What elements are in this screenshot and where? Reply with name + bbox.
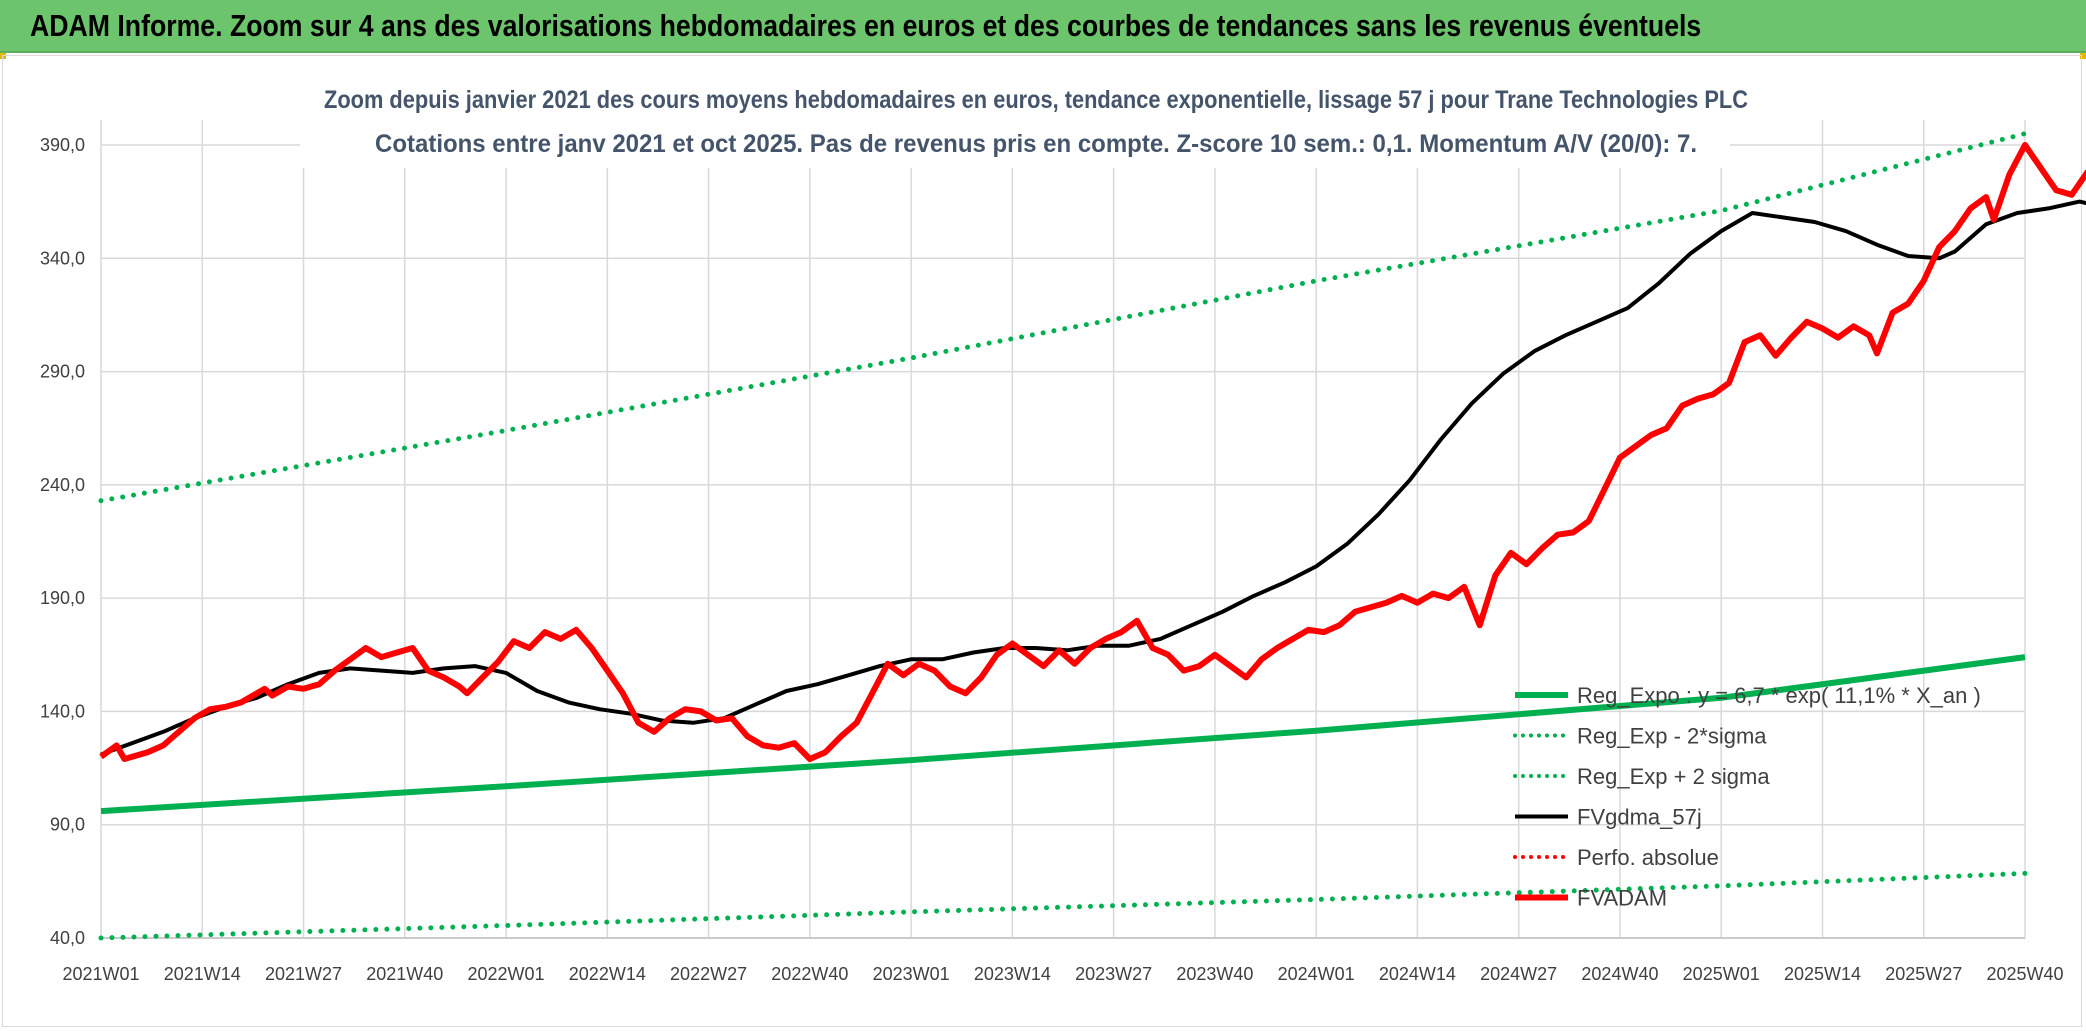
fvgdma-57j-line bbox=[100, 199, 2086, 757]
legend-item-perfo: Perfo. absolue bbox=[1513, 845, 1719, 870]
legend-item-reg-expo: Reg_Expo : y = 6,7 * exp( 11,1% * X_an ) bbox=[1515, 683, 1981, 708]
reg-exp-plus-2sigma-line bbox=[98, 131, 2028, 504]
x-tick-label: 2022W27 bbox=[670, 964, 747, 984]
reg-expo-line bbox=[100, 654, 2026, 815]
legend-item-reg-exp-minus: Reg_Exp - 2*sigma bbox=[1513, 724, 1767, 749]
x-tick-label: 2024W40 bbox=[1581, 964, 1658, 984]
report-banner: ADAM Informe. Zoom sur 4 ans des valoris… bbox=[0, 0, 2086, 53]
y-tick-label: 90,0 bbox=[50, 815, 85, 835]
chart-subtitle: Cotations entre janv 2021 et oct 2025. P… bbox=[375, 130, 1697, 158]
legend-label: Perfo. absolue bbox=[1577, 845, 1719, 870]
chart-frame bbox=[2, 55, 2082, 1027]
y-tick-label: 290,0 bbox=[40, 362, 85, 382]
fvadam-line bbox=[99, 142, 2086, 762]
x-tick-label: 2021W27 bbox=[265, 964, 342, 984]
x-tick-label: 2021W14 bbox=[164, 964, 241, 984]
x-tick-label: 2023W40 bbox=[1176, 964, 1253, 984]
legend-item-fvgdma: FVgdma_57j bbox=[1515, 805, 1702, 830]
x-tick-label: 2024W14 bbox=[1379, 964, 1456, 984]
corner-mark-right bbox=[2080, 53, 2086, 59]
x-tick-label: 2021W01 bbox=[62, 964, 139, 984]
legend-label: Reg_Expo : y = 6,7 * exp( 11,1% * X_an ) bbox=[1577, 683, 1981, 708]
x-tick-label: 2024W27 bbox=[1480, 964, 1557, 984]
x-tick-label: 2022W40 bbox=[771, 964, 848, 984]
legend: Reg_Expo : y = 6,7 * exp( 11,1% * X_an )… bbox=[1513, 683, 1981, 911]
x-tick-label: 2023W27 bbox=[1075, 964, 1152, 984]
chart-title: Zoom depuis janvier 2021 des cours moyen… bbox=[324, 86, 1748, 114]
x-tick-label: 2024W01 bbox=[1278, 964, 1355, 984]
series-group bbox=[98, 131, 2086, 941]
x-tick-label: 2021W40 bbox=[366, 964, 443, 984]
x-tick-label: 2025W14 bbox=[1784, 964, 1861, 984]
x-tick-label: 2022W14 bbox=[569, 964, 646, 984]
y-tick-label: 340,0 bbox=[40, 248, 85, 268]
x-tick-label: 2022W01 bbox=[468, 964, 545, 984]
y-tick-label: 140,0 bbox=[40, 701, 85, 721]
reg-exp-minus-2sigma-line bbox=[98, 870, 2028, 941]
x-tick-label: 2023W14 bbox=[974, 964, 1051, 984]
grid bbox=[100, 120, 2026, 939]
x-tick-label: 2025W40 bbox=[1986, 964, 2063, 984]
legend-item-reg-exp-plus: Reg_Exp + 2 sigma bbox=[1513, 764, 1770, 789]
x-axis: 2021W01 2021W14 2021W27 2021W40 2022W01 2022W… bbox=[62, 964, 2063, 984]
x-tick-label: 2023W01 bbox=[873, 964, 950, 984]
y-tick-label: 240,0 bbox=[40, 475, 85, 495]
y-axis: 40,0 90,0 140,0 190,0 240,0 290,0 340,0 390,0 bbox=[40, 135, 85, 948]
legend-label: Reg_Exp - 2*sigma bbox=[1577, 724, 1767, 749]
legend-label: FVADAM bbox=[1577, 886, 1667, 911]
title-backdrop bbox=[300, 72, 1730, 168]
y-tick-label: 190,0 bbox=[40, 588, 85, 608]
legend-label: Reg_Exp + 2 sigma bbox=[1577, 764, 1770, 789]
legend-label: FVgdma_57j bbox=[1577, 805, 1702, 830]
x-tick-label: 2025W01 bbox=[1683, 964, 1760, 984]
y-tick-label: 390,0 bbox=[40, 135, 85, 155]
corner-mark-left bbox=[0, 53, 6, 59]
x-tick-label: 2025W27 bbox=[1885, 964, 1962, 984]
legend-item-fvadam: FVADAM bbox=[1515, 886, 1667, 911]
banner-title: ADAM Informe. Zoom sur 4 ans des valoris… bbox=[30, 8, 1702, 43]
y-tick-label: 40,0 bbox=[50, 928, 85, 948]
